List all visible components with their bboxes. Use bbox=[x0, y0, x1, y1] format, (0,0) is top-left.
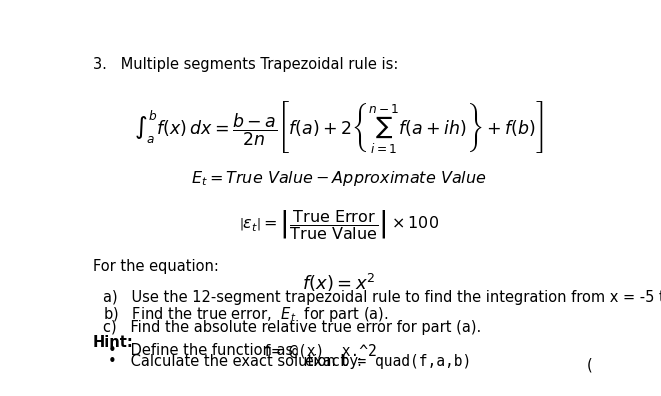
Text: a)   Use the 12-segment trapezoidal rule to find the integration from x = -5 to : a) Use the 12-segment trapezoidal rule t… bbox=[103, 290, 661, 305]
Text: $\int_a^b f(x)\,dx = \dfrac{b-a}{2n}\left[ f(a) + 2\left\{\sum_{i=1}^{n-1} f(a+i: $\int_a^b f(x)\,dx = \dfrac{b-a}{2n}\lef… bbox=[134, 99, 543, 155]
Text: (: ( bbox=[586, 357, 592, 372]
Text: b)   Find the true error,  $E_t$  for part (a).: b) Find the true error, $E_t$ for part (… bbox=[103, 305, 389, 324]
Text: $\left|\epsilon_t\right| = \left|\dfrac{\mathrm{True\ Error}}{\mathrm{True\ Valu: $\left|\epsilon_t\right| = \left|\dfrac{… bbox=[239, 208, 439, 241]
Text: •   Define the function as: • Define the function as bbox=[108, 343, 298, 358]
Text: exact = quad(f,a,b): exact = quad(f,a,b) bbox=[305, 354, 472, 369]
Text: $f(x) = x^2$: $f(x) = x^2$ bbox=[302, 272, 375, 294]
Text: c)   Find the absolute relative true error for part (a).: c) Find the absolute relative true error… bbox=[103, 320, 481, 335]
Text: $E_t = \mathit{True\ Value} - \mathit{Approximate\ Value}$: $E_t = \mathit{True\ Value} - \mathit{Ap… bbox=[191, 169, 486, 188]
Text: 3.   Multiple segments Trapezoidal rule is:: 3. Multiple segments Trapezoidal rule is… bbox=[93, 57, 398, 72]
Text: •   Calculate the exact solution by:: • Calculate the exact solution by: bbox=[108, 354, 367, 369]
Text: Hint:: Hint: bbox=[93, 335, 134, 350]
Text: For the equation:: For the equation: bbox=[93, 259, 219, 274]
Text: f= @(x)  x.^2: f= @(x) x.^2 bbox=[263, 343, 377, 358]
